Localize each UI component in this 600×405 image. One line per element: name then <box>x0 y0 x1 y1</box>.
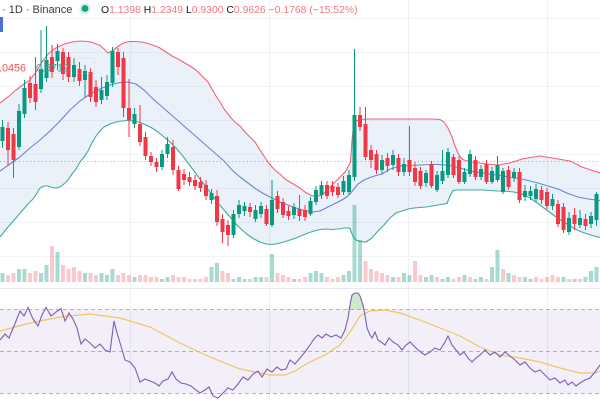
svg-text:O1.1398 H1.2349 L0.9300 C0.962: O1.1398 H1.2349 L0.9300 C0.9626 −0.1768 … <box>101 5 358 16</box>
svg-text:0.6712: 0.6712 <box>36 63 69 75</box>
svg-text:1.0456: 1.0456 <box>0 63 26 75</box>
svg-text:· 1D · Binance: · 1D · Binance <box>2 4 72 16</box>
